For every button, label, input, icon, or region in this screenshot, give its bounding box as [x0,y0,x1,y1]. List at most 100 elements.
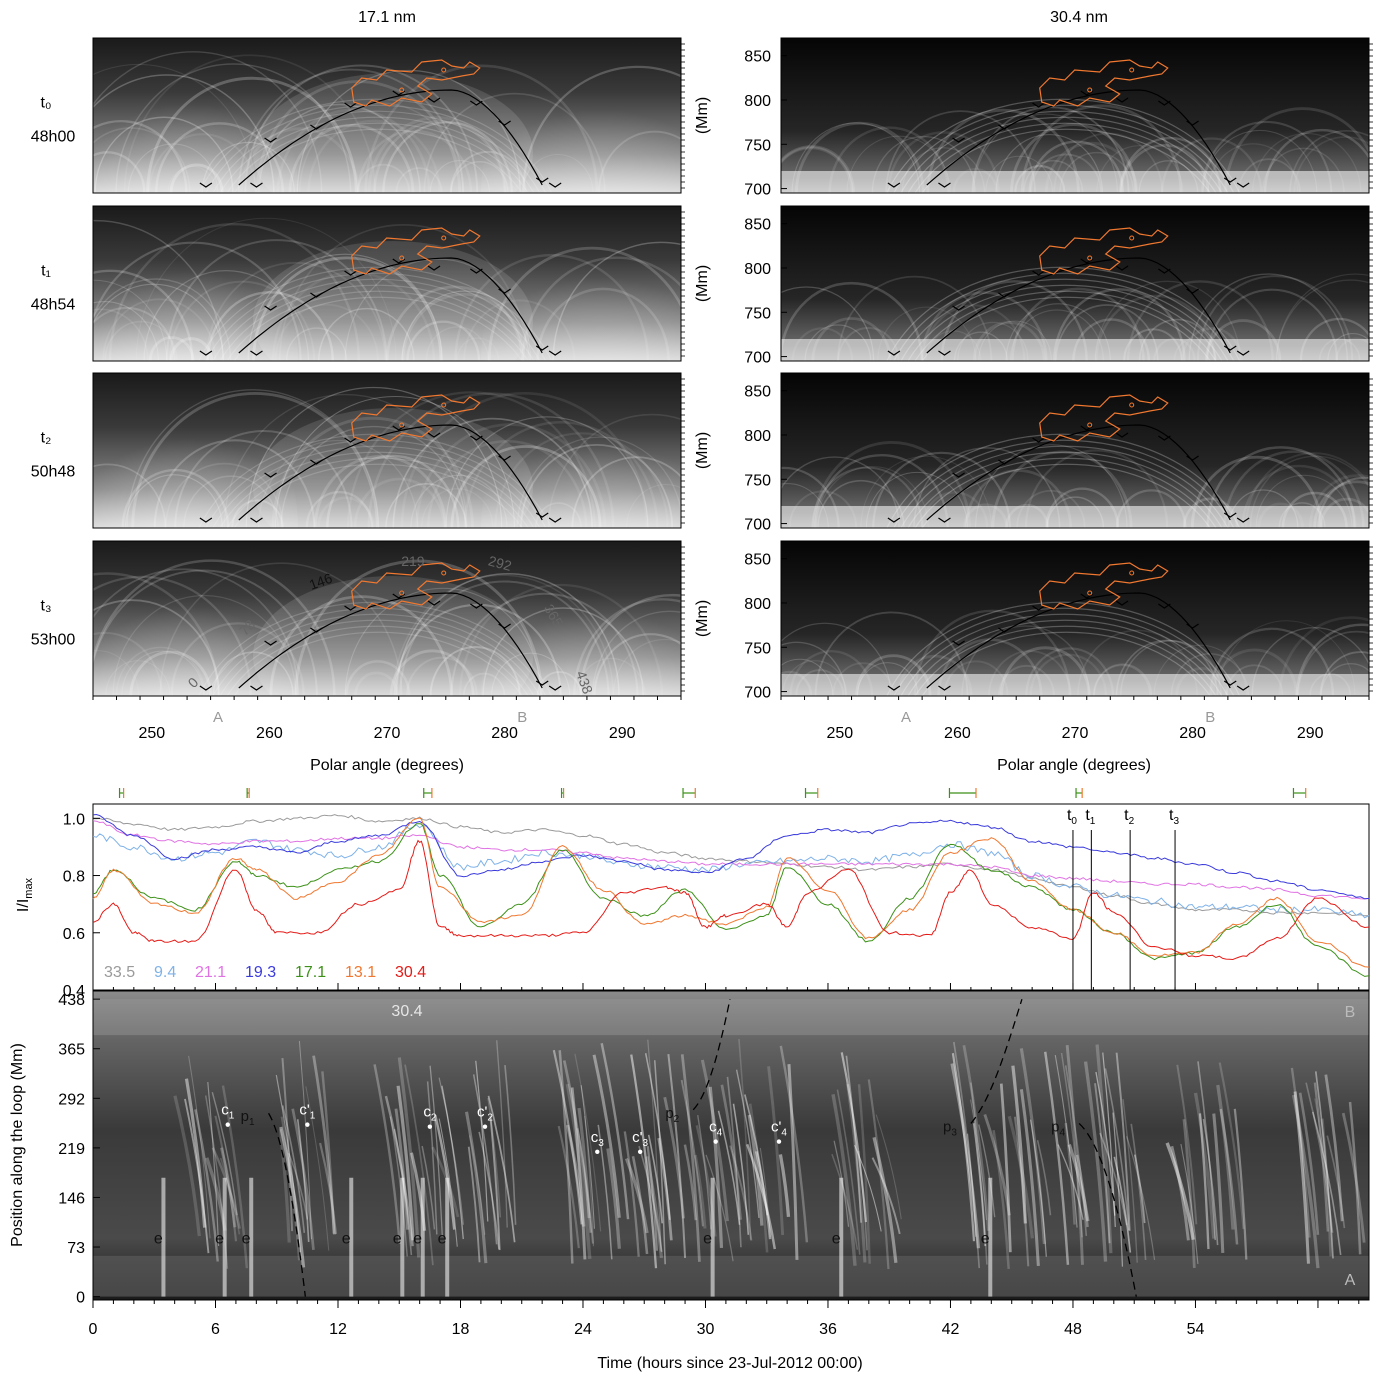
orange-contour-dot [1087,590,1093,596]
loop-strand [247,253,443,361]
loop-tick [250,182,263,188]
td-streak [767,1066,785,1236]
arch-strand [205,607,547,696]
loop-strand [536,671,583,696]
td-streak [1113,1156,1132,1253]
loop-strand [953,331,1008,361]
loop-strand [791,327,854,361]
td-streak [729,1145,753,1241]
td-streak [319,1142,338,1235]
td-x-tick-label: 42 [942,1321,960,1338]
loop-strand [93,220,224,361]
loop-tick [264,472,277,478]
loop-strand [856,662,919,696]
loop-strand [1028,140,1125,193]
panel-frame [92,205,682,362]
mm-tick-label: 850 [744,384,771,401]
loop-strand [105,660,171,696]
row-label-time: 48h00 [31,129,76,146]
loop-strand [781,658,834,696]
condensation-dot [305,1122,310,1127]
td-streak [472,1074,498,1245]
loop-strand [1153,644,1248,696]
bright-loops-right [481,556,681,696]
td-streak [1064,1122,1076,1225]
time-marker-label: t2 [1124,807,1134,827]
arch-strand [198,433,553,528]
loop-strand [93,283,225,361]
td-streak [1054,1054,1078,1228]
td-streak [373,1064,401,1244]
mm-axis-title: (Mm) [694,600,711,637]
td-streak [580,1085,595,1229]
loop-strand [271,416,474,528]
loop-strand [450,161,509,193]
td-streak [184,1078,207,1228]
loop-strand [926,108,1080,193]
limb-band [781,339,1369,361]
td-streak [1057,1144,1084,1220]
arch-strand [886,266,1241,361]
loop-tick [427,265,441,271]
loop-tick [470,435,483,441]
lc-y-tick-label: 1.0 [63,811,85,828]
td-streak [1212,1113,1225,1253]
td-streak [487,1097,502,1218]
loop-strand [456,337,500,361]
td-streak [188,1055,211,1239]
loop-strand [1180,327,1243,361]
td-streak [207,1081,220,1247]
td-streak [1233,1108,1248,1260]
loop-strand [400,391,649,528]
limb-band [781,506,1369,528]
loop-strand [1005,504,1050,528]
loop-strand [817,480,905,528]
traced-loop [926,424,1231,521]
loop-strand [385,483,468,528]
td-y-tick-label: 292 [58,1091,85,1108]
orange-contour [1039,394,1169,442]
loop-strand [93,306,176,361]
loop-tick [998,459,1011,465]
loop-tick [1223,345,1237,351]
loop-strand [522,153,594,193]
loop-tick [344,270,357,276]
td-streak [441,1085,464,1240]
loop-strand [1278,502,1326,528]
loop-strand [1059,152,1135,193]
loop-strand [406,320,481,361]
loop-strand [1022,159,1084,193]
mm-tick-label: 700 [744,182,771,199]
loop-strand [781,641,847,696]
loop-strand [516,436,681,528]
td-streak [1122,1098,1138,1263]
td-streak [720,1084,742,1220]
loop-tick [1186,455,1199,461]
loop-strand [93,63,256,193]
loop-tick [310,627,323,633]
td-streak [972,1123,987,1247]
loop-strand [244,64,479,193]
loop-strand [1119,137,1222,193]
orange-contour-dot [399,422,405,428]
loop-strand [1275,273,1369,361]
td-streak [778,1154,791,1218]
loop-tick [1032,605,1045,611]
loop-strand [995,134,1104,193]
traced-loop [238,592,543,689]
loop-strand [781,670,813,696]
loop-strand [999,646,1091,696]
td-x-tick-label: 6 [211,1321,220,1338]
arch-strand [198,98,553,193]
td-streak [831,1153,859,1250]
time-distance-panel: 30.4 B A 0 73 146 219 292 365 438 0 6 12 18 24 30 36 42 48… [58,990,1370,1338]
loop-strand [167,165,217,193]
loop-strand [463,421,659,528]
loop-tick [1236,685,1250,691]
loop-strand [1045,487,1120,528]
loop-tick [310,292,323,298]
position-axis-title: Position along the loop (Mm) [9,1043,26,1247]
loop-strand [395,572,620,696]
loop-strand [846,135,951,193]
loop-strand [1204,319,1282,361]
